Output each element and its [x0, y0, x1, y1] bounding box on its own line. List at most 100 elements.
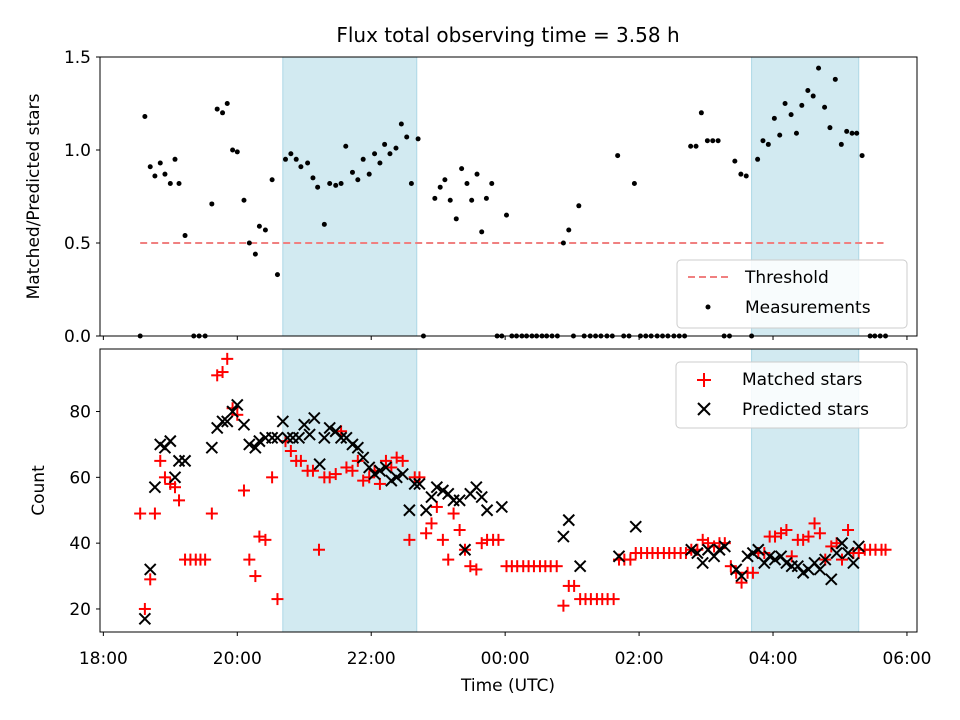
time-x-tick-label: 04:00 [749, 649, 798, 669]
ratio-axis-label: Matched/Predicted stars [24, 93, 44, 299]
predicted-star-point [253, 434, 266, 448]
measurement-point [366, 171, 372, 177]
measurement-point [315, 184, 321, 190]
measurement-point [777, 132, 783, 138]
matched-star-point [373, 477, 386, 490]
matched-star-point [430, 500, 443, 513]
time-x-tick-label: 02:00 [615, 649, 664, 669]
matched-star-point [169, 481, 182, 494]
predicted-star-point [221, 415, 234, 428]
predicted-star-point [480, 504, 494, 517]
matched-star-point [294, 454, 307, 467]
predicted-star-point [178, 454, 192, 468]
predicted-star-point [303, 428, 316, 441]
measurement-point [859, 153, 865, 159]
observing-window-span [282, 56, 418, 337]
predicted-star-point [453, 494, 466, 507]
measurement-point [333, 182, 339, 188]
measurement-point [387, 151, 393, 157]
matched-star-point [842, 523, 855, 536]
matched-star-point [158, 471, 171, 484]
matched-star-point [396, 454, 409, 467]
predicted-star-point [841, 546, 855, 560]
measurement-point [269, 177, 275, 183]
legend-matched-label: Matched stars [742, 370, 862, 390]
count-y-tick-label: 20 [69, 600, 91, 620]
measurement-point [262, 227, 268, 233]
predicted-star-point [847, 556, 860, 570]
matched-star-point [199, 553, 212, 566]
matched-star-point [724, 560, 737, 573]
measurement-point [162, 171, 168, 177]
matched-star-point [363, 471, 376, 484]
count-y-tick-label: 40 [69, 534, 91, 554]
measurement-point [282, 156, 288, 162]
ratio-legend-box [676, 259, 908, 329]
measurement-point [459, 166, 465, 172]
measurement-point [398, 121, 404, 127]
ratio-panel: 0.0 0.5 1.0 1.5 Matched/Predicted stars Thr… [24, 48, 918, 347]
matched-star-point [447, 507, 460, 520]
measurement-point [631, 180, 637, 186]
measurement-point [382, 141, 388, 147]
matched-star-point [879, 543, 892, 556]
matched-star-point [306, 464, 319, 477]
predicted-star-point [249, 441, 262, 454]
matched-star-point [346, 464, 359, 477]
measurement-point [788, 112, 794, 118]
count-panel-frame [99, 348, 918, 633]
count-axis-label: Count [29, 465, 49, 516]
time-x-tick-label: 20:00 [213, 649, 262, 669]
measurement-point [805, 87, 811, 93]
measurement-point [152, 173, 158, 179]
measurement-point [782, 101, 788, 106]
measurement-point [355, 177, 361, 183]
ratio-y-tick-label: 0.5 [64, 234, 91, 254]
predicted-star-point [819, 553, 832, 566]
measurement-point [327, 180, 333, 186]
measurement-point [182, 233, 188, 239]
matched-star-point [808, 517, 821, 530]
measurement-point [415, 136, 421, 142]
measurement-point [234, 149, 240, 155]
ratio-y-tick-label: 1.5 [64, 48, 91, 68]
predicted-star-point [562, 513, 575, 527]
predicted-star-point [276, 415, 290, 428]
predicted-star-point [231, 398, 244, 412]
legend-measurements-swatch [705, 304, 711, 310]
measurement-point [827, 125, 833, 131]
measurement-point [432, 195, 438, 201]
matched-star-point [413, 471, 426, 484]
measurement-point [167, 180, 173, 186]
matched-star-point [271, 593, 284, 606]
matched-star-point [802, 530, 815, 543]
measurement-point [771, 115, 777, 121]
measurement-point [566, 227, 572, 233]
measurement-point [298, 164, 304, 170]
matched-star-point [243, 553, 256, 566]
matched-star-point [425, 517, 438, 530]
predicted-star-point [752, 543, 765, 556]
matched-star-point [379, 454, 392, 467]
ratio-y-tick-label: 0.0 [64, 327, 91, 347]
measurement-point [489, 180, 495, 186]
measurement-point [799, 102, 805, 108]
predicted-star-point [243, 438, 256, 451]
measurement-point [209, 201, 215, 207]
measurement-point [372, 151, 378, 157]
measurement-point [474, 171, 480, 177]
matched-star-point [390, 451, 403, 464]
matched-star-point [835, 553, 848, 566]
matched-star-point [237, 484, 250, 497]
matched-star-point [259, 533, 272, 546]
predicted-star-point [323, 421, 336, 435]
predicted-star-point [396, 467, 409, 481]
measurement-point [214, 106, 220, 112]
time-x-tick-label: 06:00 [882, 649, 931, 669]
time-x-tick-label: 18:00 [79, 649, 128, 669]
predicted-star-point [168, 471, 182, 484]
predicted-star-point [403, 504, 416, 517]
measurement-point [256, 223, 262, 229]
predicted-star-point [205, 441, 219, 454]
